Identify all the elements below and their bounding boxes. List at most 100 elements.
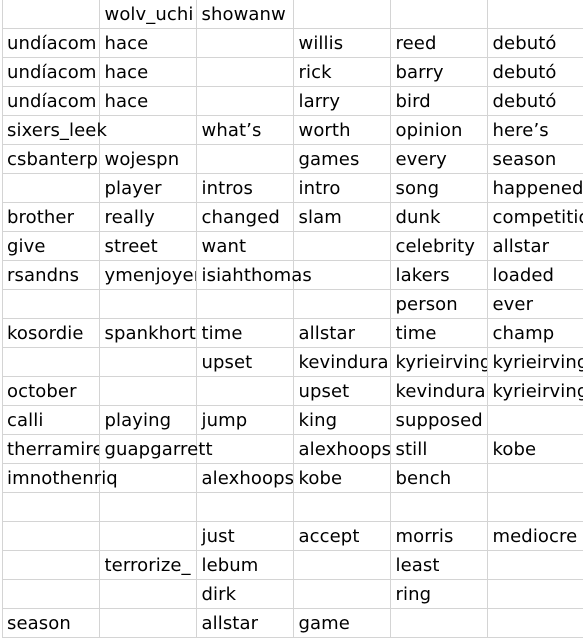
spreadsheet-cell[interactable] xyxy=(487,492,583,522)
spreadsheet-cell[interactable]: games xyxy=(293,144,391,174)
spreadsheet-cell[interactable] xyxy=(99,579,197,609)
spreadsheet-cell[interactable] xyxy=(99,115,197,145)
spreadsheet-cell[interactable]: wolv_uchi xyxy=(99,0,197,29)
spreadsheet-cell[interactable]: person xyxy=(390,289,488,319)
spreadsheet-cell[interactable] xyxy=(196,86,294,116)
spreadsheet-cell[interactable]: reed xyxy=(390,28,488,58)
spreadsheet-cell[interactable]: player xyxy=(99,173,197,203)
spreadsheet-cell[interactable] xyxy=(487,405,583,435)
spreadsheet-cell[interactable] xyxy=(99,608,197,638)
spreadsheet-cell[interactable]: bird xyxy=(390,86,488,116)
spreadsheet-cell[interactable] xyxy=(196,376,294,406)
spreadsheet-cell[interactable] xyxy=(99,521,197,551)
spreadsheet-cell[interactable] xyxy=(2,173,100,203)
spreadsheet-cell[interactable] xyxy=(196,57,294,87)
spreadsheet-cell[interactable]: dunk xyxy=(390,202,488,232)
spreadsheet-cell[interactable]: undíacom xyxy=(2,86,100,116)
spreadsheet-cell[interactable] xyxy=(2,289,100,319)
spreadsheet-cell[interactable] xyxy=(196,434,294,464)
spreadsheet-cell[interactable]: give xyxy=(2,231,100,261)
spreadsheet-cell[interactable]: celebrity xyxy=(390,231,488,261)
spreadsheet-cell[interactable]: kosordie xyxy=(2,318,100,348)
spreadsheet-cell[interactable] xyxy=(390,608,488,638)
spreadsheet-cell[interactable]: spankhort xyxy=(99,318,197,348)
spreadsheet-cell[interactable]: lebum xyxy=(196,550,294,580)
spreadsheet-cell[interactable]: terrorize_ xyxy=(99,550,197,580)
spreadsheet-cell[interactable]: alexhoops xyxy=(196,463,294,493)
spreadsheet-cell[interactable] xyxy=(2,521,100,551)
spreadsheet-cell[interactable] xyxy=(487,0,583,29)
spreadsheet-cell[interactable]: song xyxy=(390,173,488,203)
spreadsheet-cell[interactable]: isiahthomas xyxy=(196,260,312,290)
spreadsheet-cell[interactable] xyxy=(99,492,197,522)
spreadsheet-cell[interactable]: ymenjoyer xyxy=(99,260,197,290)
spreadsheet-cell[interactable] xyxy=(2,579,100,609)
spreadsheet-cell[interactable] xyxy=(2,550,100,580)
spreadsheet-cell[interactable]: hace xyxy=(99,28,197,58)
spreadsheet-cell[interactable]: supposed xyxy=(390,405,488,435)
spreadsheet-cell[interactable] xyxy=(196,28,294,58)
spreadsheet-cell[interactable] xyxy=(293,231,391,261)
spreadsheet-cell[interactable]: sixers_leek xyxy=(2,115,107,145)
spreadsheet-cell[interactable]: showanw xyxy=(196,0,294,29)
spreadsheet-cell[interactable]: want xyxy=(196,231,294,261)
spreadsheet-cell[interactable]: intros xyxy=(196,173,294,203)
spreadsheet-cell[interactable] xyxy=(196,144,294,174)
spreadsheet-cell[interactable]: time xyxy=(196,318,294,348)
spreadsheet-cell[interactable] xyxy=(2,492,100,522)
spreadsheet-cell[interactable] xyxy=(99,463,197,493)
spreadsheet-cell[interactable]: brother xyxy=(2,202,100,232)
spreadsheet-cell[interactable]: allstar xyxy=(293,318,391,348)
spreadsheet-cell[interactable]: wojespn xyxy=(99,144,197,174)
spreadsheet-cell[interactable]: hace xyxy=(99,57,197,87)
spreadsheet-cell[interactable] xyxy=(293,550,391,580)
spreadsheet-cell[interactable] xyxy=(99,347,197,377)
spreadsheet-cell[interactable]: undíacom xyxy=(2,28,100,58)
spreadsheet-cell[interactable] xyxy=(99,376,197,406)
spreadsheet-cell[interactable]: really xyxy=(99,202,197,232)
spreadsheet-cell[interactable]: willis xyxy=(293,28,391,58)
spreadsheet-cell[interactable]: game xyxy=(293,608,391,638)
spreadsheet-cell[interactable] xyxy=(487,463,583,493)
spreadsheet-cell[interactable] xyxy=(293,492,391,522)
spreadsheet-cell[interactable] xyxy=(293,289,391,319)
spreadsheet-cell[interactable]: mediocre xyxy=(487,521,583,551)
spreadsheet-cell[interactable]: changed xyxy=(196,202,294,232)
spreadsheet-cell[interactable]: street xyxy=(99,231,197,261)
spreadsheet-cell[interactable]: therramire xyxy=(2,434,100,464)
spreadsheet-cell[interactable]: kobe xyxy=(487,434,583,464)
spreadsheet-cell[interactable] xyxy=(390,492,488,522)
spreadsheet-cell[interactable] xyxy=(99,289,197,319)
spreadsheet-cell[interactable]: rsandns xyxy=(2,260,100,290)
spreadsheet-cell[interactable]: kyrieirving xyxy=(487,347,583,377)
spreadsheet-cell[interactable]: least xyxy=(390,550,488,580)
spreadsheet-cell[interactable]: just xyxy=(196,521,294,551)
spreadsheet-cell[interactable] xyxy=(487,550,583,580)
spreadsheet-cell[interactable]: time xyxy=(390,318,488,348)
spreadsheet-cell[interactable] xyxy=(390,0,488,29)
spreadsheet-cell[interactable]: opinion xyxy=(390,115,488,145)
spreadsheet-cell[interactable]: alexhoops xyxy=(293,434,391,464)
spreadsheet-cell[interactable]: worth xyxy=(293,115,391,145)
spreadsheet-cell[interactable]: season xyxy=(487,144,583,174)
spreadsheet-cell[interactable]: debutó xyxy=(487,57,583,87)
spreadsheet-cell[interactable]: kevindura xyxy=(390,376,488,406)
spreadsheet-cell[interactable]: csbanterp xyxy=(2,144,100,174)
spreadsheet-cell[interactable]: kyrieirving xyxy=(487,376,583,406)
spreadsheet-cell[interactable]: barry xyxy=(390,57,488,87)
spreadsheet-cell[interactable]: bench xyxy=(390,463,488,493)
spreadsheet-cell[interactable]: morris xyxy=(390,521,488,551)
spreadsheet-cell[interactable] xyxy=(293,579,391,609)
spreadsheet-cell[interactable]: hace xyxy=(99,86,197,116)
spreadsheet-cell[interactable]: allstar xyxy=(196,608,294,638)
spreadsheet-cell[interactable] xyxy=(293,260,391,290)
spreadsheet-cell[interactable]: king xyxy=(293,405,391,435)
spreadsheet-cell[interactable]: kobe xyxy=(293,463,391,493)
spreadsheet-cell[interactable]: ever xyxy=(487,289,583,319)
spreadsheet-cell[interactable]: allstar xyxy=(487,231,583,261)
spreadsheet-cell[interactable]: ring xyxy=(390,579,488,609)
spreadsheet-cell[interactable] xyxy=(2,347,100,377)
spreadsheet-cell[interactable]: every xyxy=(390,144,488,174)
spreadsheet-cell[interactable]: happened xyxy=(487,173,583,203)
spreadsheet-cell[interactable]: here’s xyxy=(487,115,583,145)
